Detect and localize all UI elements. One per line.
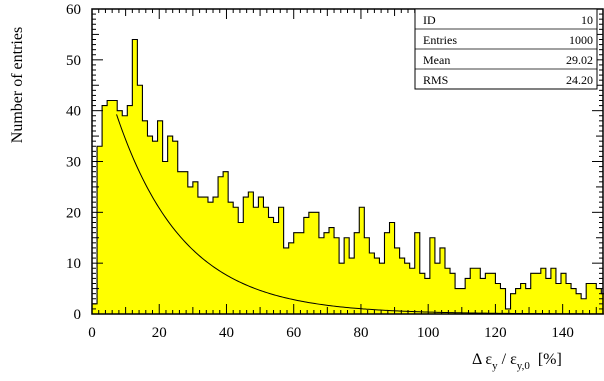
- x-tick-label: 40: [219, 325, 234, 341]
- y-axis-title: Number of entries: [9, 27, 26, 143]
- x-axis-title-part-slash-eps: / ε: [498, 351, 517, 368]
- x-axis-title-part-delta-eps: Δ ε: [472, 351, 492, 368]
- x-axis-title: Δ εy / εy,0 [%]: [472, 351, 562, 372]
- y-tick-label: 30: [66, 155, 81, 171]
- y-tick-label: 40: [66, 104, 81, 120]
- stats-row-label: RMS: [423, 73, 448, 87]
- y-tick-label: 10: [66, 256, 81, 272]
- x-tick-label: 0: [88, 325, 96, 341]
- axis-tick-labels: 0 20 40 60 80 100 120 140 0 10 20 30 40 50 60: [66, 2, 574, 341]
- x-tick-label: 80: [353, 325, 368, 341]
- histogram-area: [91, 38, 604, 315]
- x-tick-label: 120: [484, 325, 507, 341]
- stats-row-value: 29.02: [566, 53, 593, 67]
- stats-box: ID 10 Entries 1000 Mean 29.02 RMS 24.20: [414, 8, 598, 90]
- y-tick-label: 60: [66, 2, 81, 18]
- y-tick-label: 50: [66, 53, 81, 69]
- x-tick-label: 100: [417, 325, 440, 341]
- y-tick-label: 0: [74, 307, 82, 323]
- x-axis-title-unit: [%]: [530, 351, 562, 368]
- x-tick-label: 20: [152, 325, 167, 341]
- x-tick-label: 60: [286, 325, 301, 341]
- stats-row-value: 24.20: [566, 73, 593, 87]
- stats-row-label: Entries: [423, 33, 457, 47]
- x-axis-title-sub-y0: y,0: [517, 360, 531, 372]
- stats-row-value: 1000: [569, 33, 593, 47]
- histogram-bars: [91, 38, 604, 315]
- stats-row-label: ID: [423, 13, 436, 27]
- stats-row-value: 10: [581, 13, 593, 27]
- stats-row-label: Mean: [423, 53, 450, 67]
- y-tick-label: 20: [66, 205, 81, 221]
- stats-rows: ID 10 Entries 1000 Mean 29.02 RMS 24.20: [415, 13, 597, 87]
- x-axis-title-sub-y: y: [492, 360, 498, 372]
- x-tick-label: 140: [551, 325, 574, 341]
